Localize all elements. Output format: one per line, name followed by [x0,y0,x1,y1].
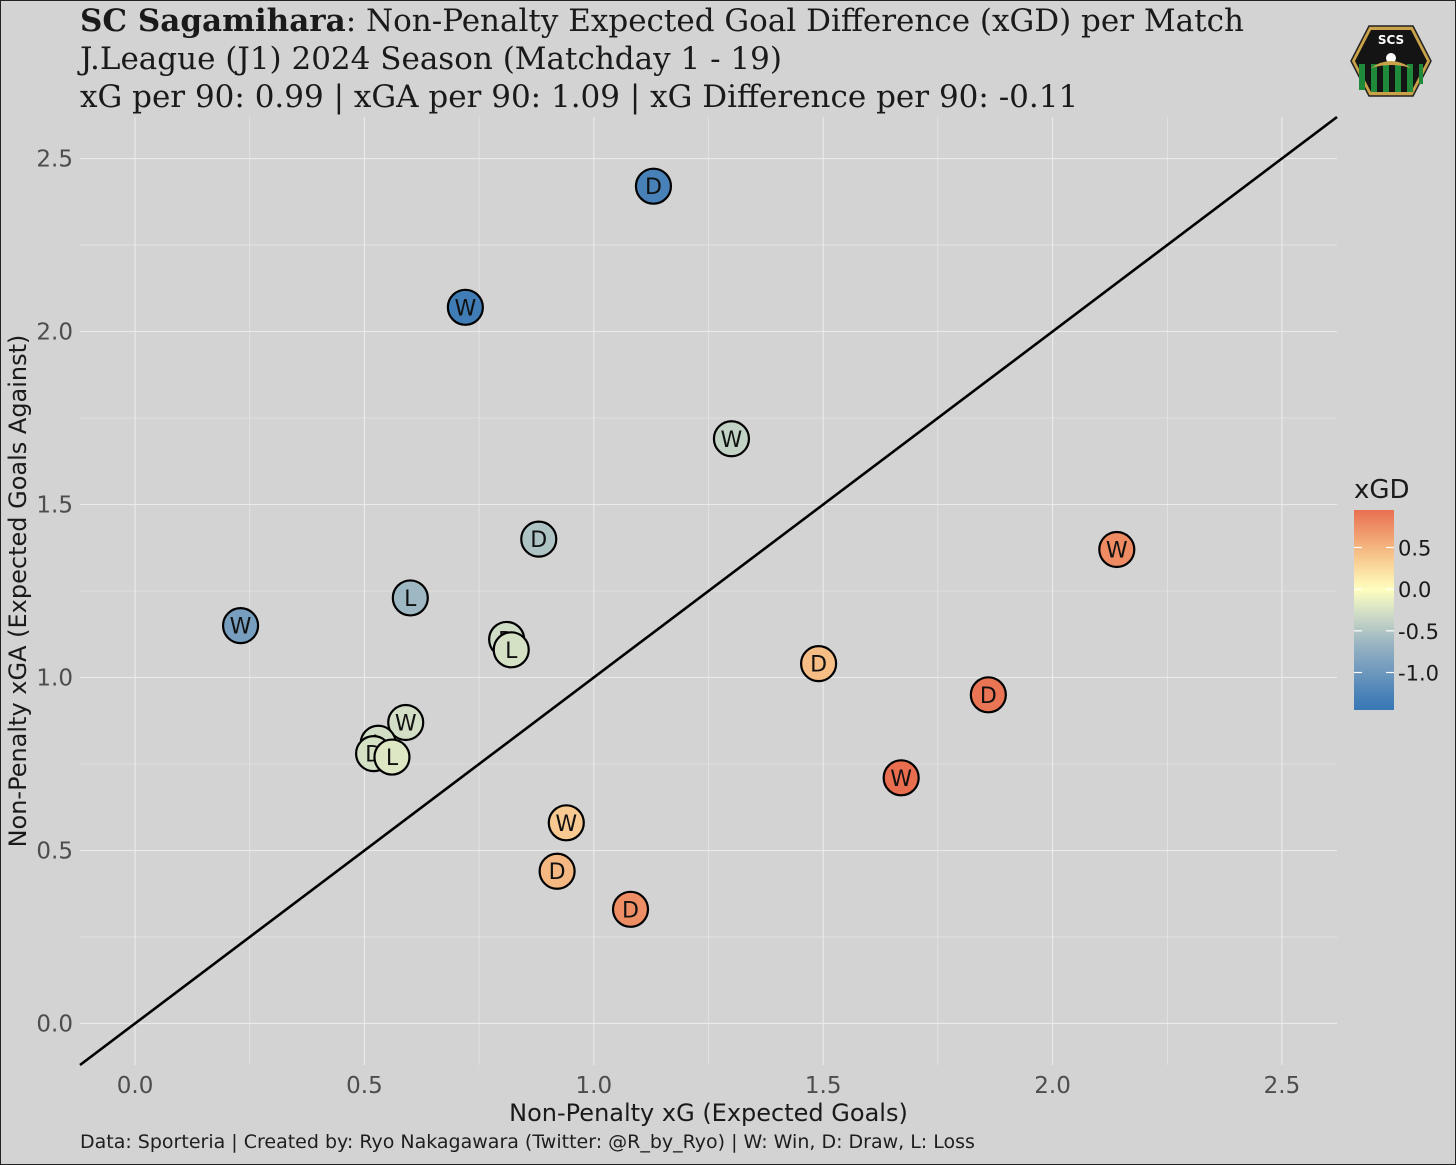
chart-subtitle: J.League (J1) 2024 Season (Matchday 1 - … [80,41,782,77]
data-point: W [712,420,751,458]
y-tick-label: 1.0 [36,665,73,691]
data-point-marker [520,520,558,558]
legend-label: -1.0 [1398,662,1439,686]
data-point-marker [221,606,260,645]
data-point-label: W [454,296,476,321]
data-point-label: D [645,175,662,200]
stats-line: xG per 90: 0.99 | xGA per 90: 1.09 | xG … [80,79,1079,115]
ticks-layer: 0.0 0.5 1.0 1.5 2.0 2.5 0.0 0.5 1.0 1.5 2.0 2.5 [36,147,1300,1099]
data-point: L [391,579,429,617]
y-tick-label: 0.0 [36,1011,73,1037]
data-point: W [547,804,585,842]
data-point-label: W [721,428,743,453]
club-badge-logo: SCS [1350,25,1432,97]
data-point-label: D [980,684,997,709]
data-point-label: L [404,587,417,612]
data-point-marker [611,890,650,928]
data-point-marker [547,804,585,842]
data-point-label: W [1106,538,1128,563]
data-point-label: L [386,746,399,771]
data-point-marker [492,631,530,669]
data-point: W [446,288,484,326]
badge-text: SCS [1378,33,1404,47]
data-point-marker [634,167,673,205]
y-axis-title: Non-Penalty xGA (Expected Goals Against) [4,335,32,848]
data-point-marker [800,645,838,683]
data-point-label: W [395,711,417,736]
data-point: D [634,167,673,205]
data-point-marker [882,759,920,797]
x-tick-label: 1.5 [805,1073,842,1099]
data-point: D [538,852,576,890]
reference-line-layer [79,115,1338,1067]
data-point-label: L [505,639,518,664]
data-point-marker [712,420,751,458]
data-point: L [373,738,411,776]
data-point-marker [373,738,411,776]
x-tick-label: 2.0 [1034,1073,1071,1099]
data-point-marker [1098,530,1136,569]
legend-label: 0.0 [1398,578,1431,602]
data-point: L [492,631,530,669]
x-tick-label: 0.0 [117,1073,154,1099]
y-tick-label: 2.0 [36,320,73,346]
data-point: D [969,676,1007,714]
points-layer: DWWDLWDLWLDLWDDDWDW [221,167,1136,928]
data-point-label: W [555,812,577,837]
title-rest: : Non-Penalty Expected Goal Difference (… [345,3,1244,39]
legend-title: xGD [1354,475,1410,505]
data-point-marker [538,852,576,890]
x-tick-label: 2.5 [1264,1073,1301,1099]
color-legend: xGD 0.5 0.0 -0.5 -1.0 [1354,475,1439,710]
data-point: D [611,890,650,928]
legend-label: -0.5 [1398,620,1439,644]
caption: Data: Sporteria | Created by: Ryo Nakaga… [80,1131,975,1153]
data-point-marker [391,579,429,617]
x-tick-label: 1.0 [576,1073,613,1099]
x-axis-title: Non-Penalty xG (Expected Goals) [509,1099,908,1127]
x-tick-label: 0.5 [346,1073,383,1099]
y-tick-label: 2.5 [36,147,73,173]
data-point-marker [969,676,1007,714]
data-point-label: W [890,767,912,792]
title-block: SC Sagamihara: Non-Penalty Expected Goal… [80,2,1244,116]
data-point: W [221,606,260,645]
legend-label: 0.5 [1398,537,1431,561]
title-team: SC Sagamihara [80,3,346,39]
data-point-marker [446,288,484,326]
reference-line-y-equals-x [79,115,1338,1067]
legend-colorbar [1354,510,1394,710]
data-point: D [800,645,838,683]
y-tick-label: 0.5 [36,838,73,864]
data-point-label: D [549,860,566,885]
data-point-label: D [622,898,639,923]
data-point: W [387,703,425,742]
grid-layer [80,117,1337,1065]
data-point-marker [387,703,425,742]
chart-title: SC Sagamihara: Non-Penalty Expected Goal… [80,2,1244,40]
y-tick-label: 1.5 [36,493,73,519]
data-point: D [520,520,558,558]
data-point-label: D [810,653,827,678]
data-point: W [882,759,920,797]
data-point-label: W [230,615,252,640]
data-point-label: D [530,528,547,553]
data-point: W [1098,530,1136,569]
